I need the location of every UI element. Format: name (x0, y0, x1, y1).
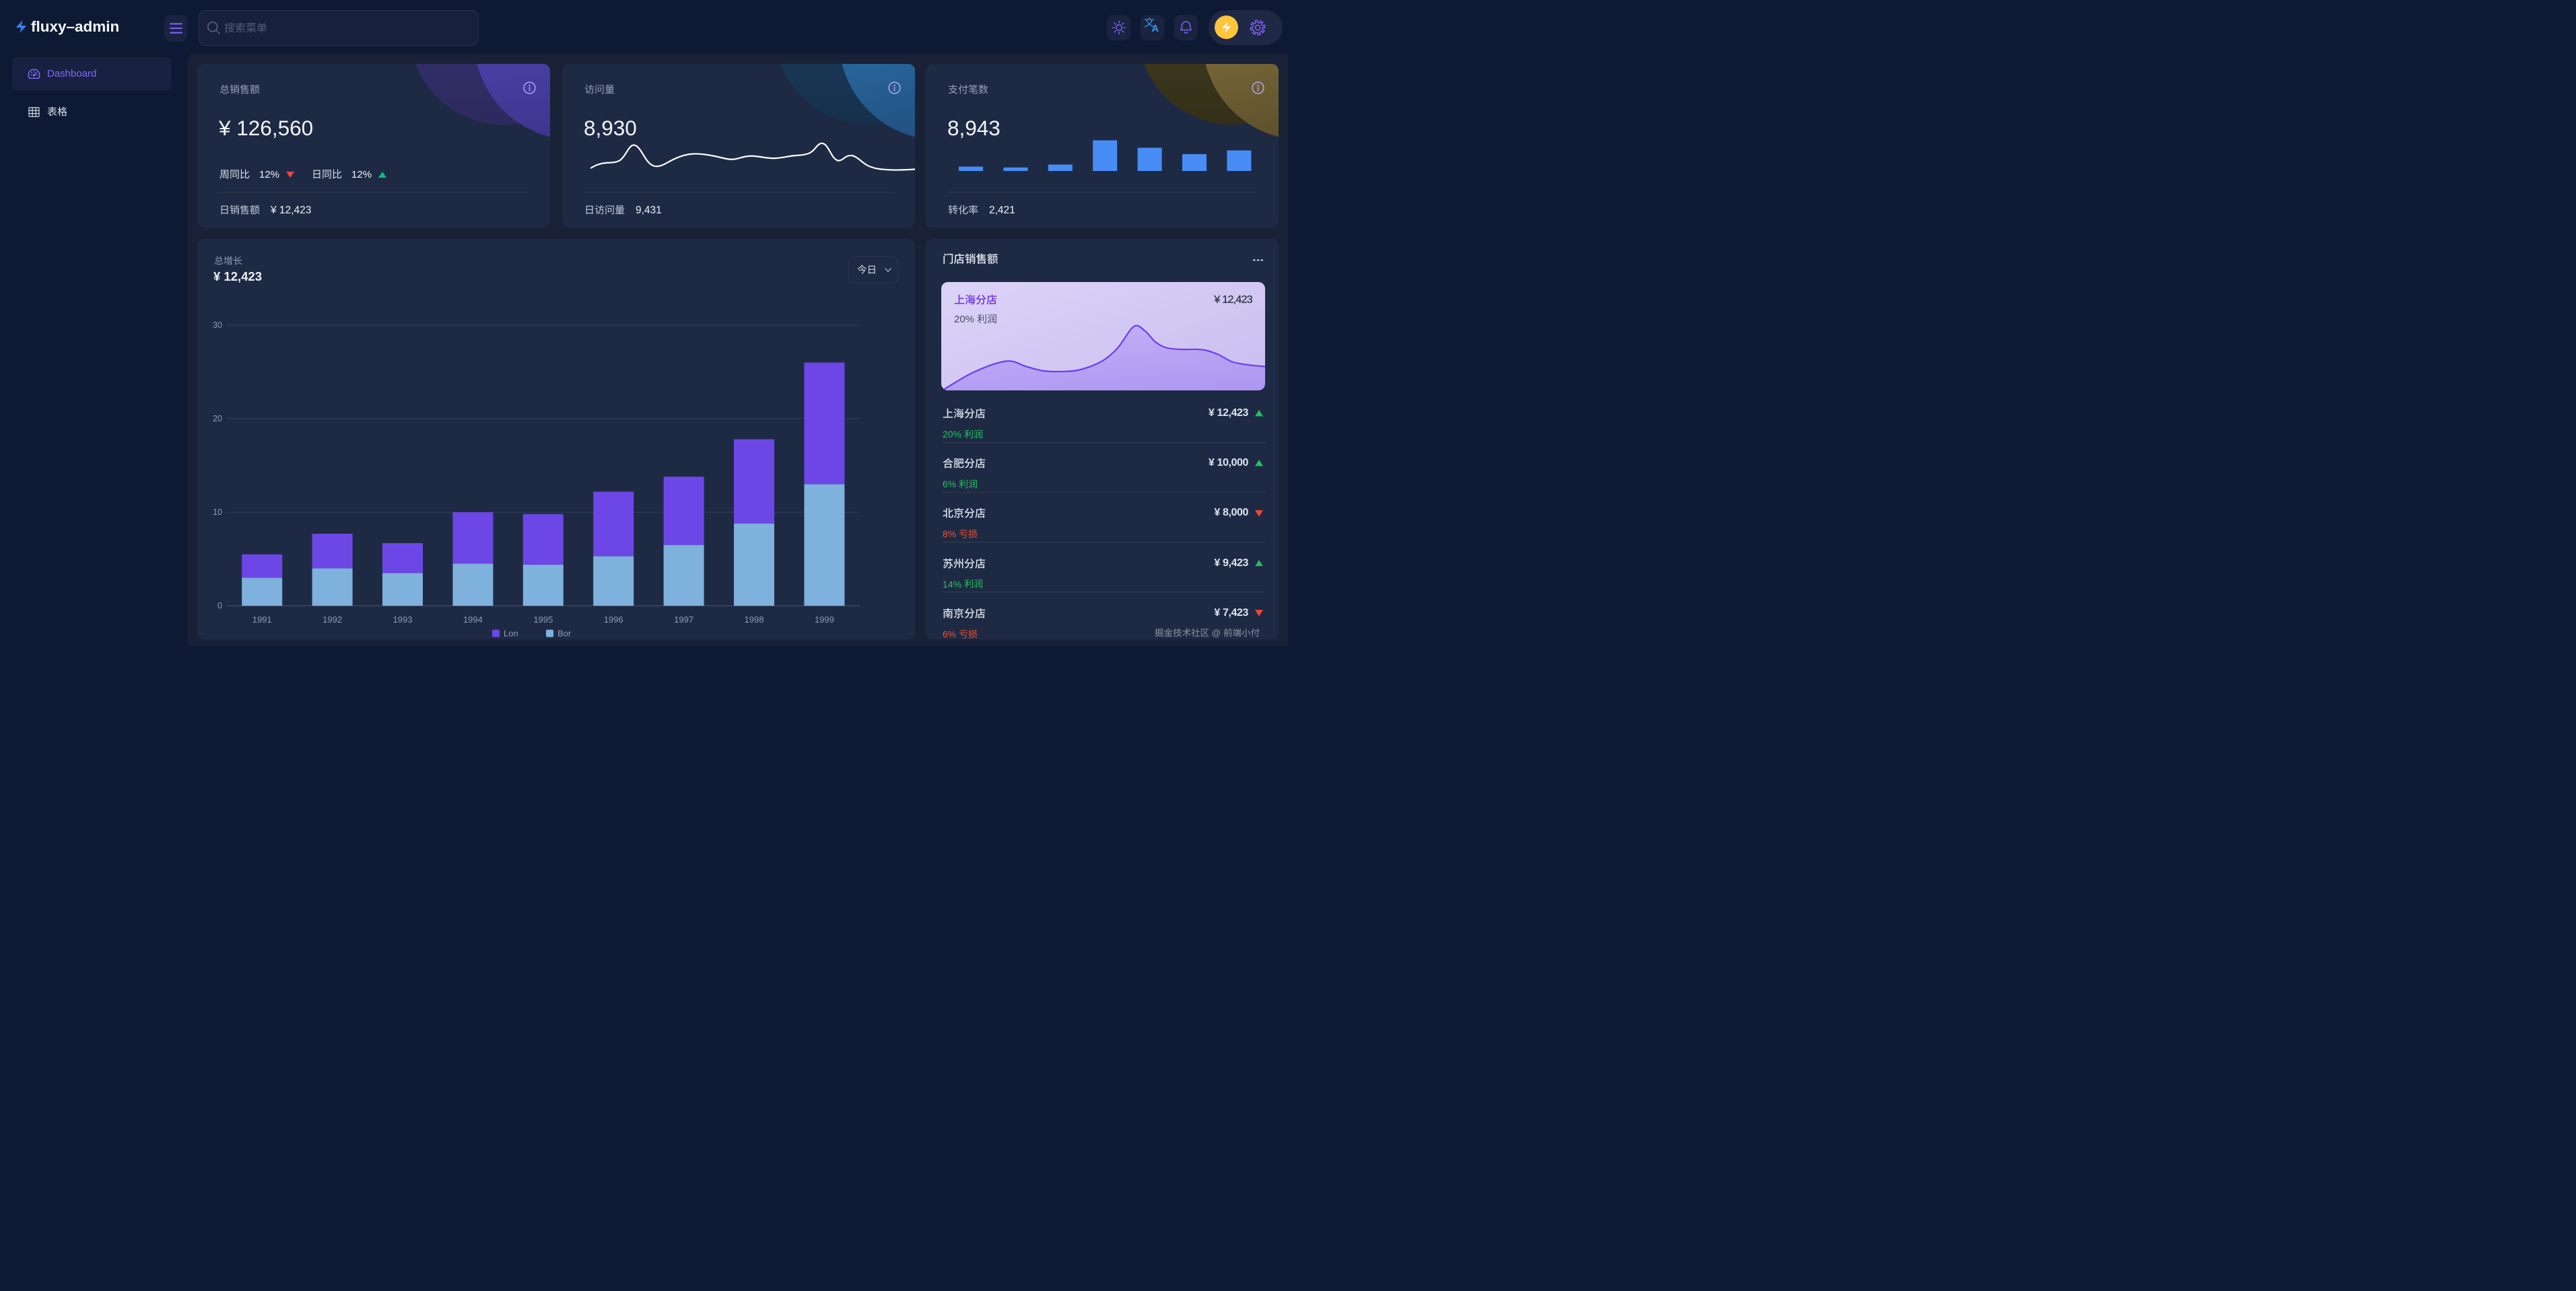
svg-text:0: 0 (217, 601, 222, 610)
svg-text:1993: 1993 (393, 615, 413, 625)
svg-text:1996: 1996 (604, 615, 623, 625)
svg-text:20: 20 (213, 414, 222, 423)
svg-text:1998: 1998 (745, 615, 764, 625)
svg-text:1995: 1995 (533, 615, 553, 625)
svg-text:1994: 1994 (463, 615, 483, 625)
svg-text:30: 30 (213, 320, 222, 330)
svg-text:1992: 1992 (323, 615, 342, 625)
svg-text:10: 10 (213, 508, 222, 517)
svg-text:Bor: Bor (557, 629, 572, 639)
svg-text:1997: 1997 (674, 615, 693, 625)
svg-text:Lon: Lon (504, 629, 518, 639)
svg-text:1991: 1991 (252, 615, 272, 625)
svg-text:1999: 1999 (815, 615, 834, 625)
